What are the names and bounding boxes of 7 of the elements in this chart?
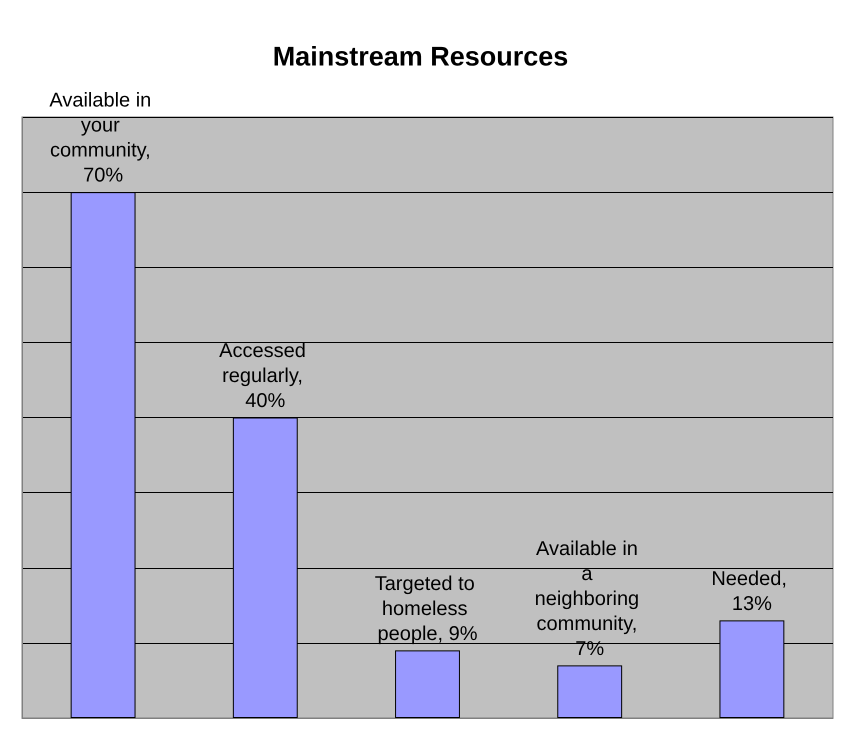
data-label: Accessed regularly, 40% (219, 340, 312, 412)
chart-title: Mainstream Resources (272, 42, 568, 72)
bar (557, 665, 622, 718)
data-label: Available in your community, 70% (49, 90, 157, 187)
data-label: Targeted to homeless people, 9% (374, 572, 480, 645)
data-label: Needed, 13% (711, 568, 792, 615)
bar (395, 650, 460, 718)
